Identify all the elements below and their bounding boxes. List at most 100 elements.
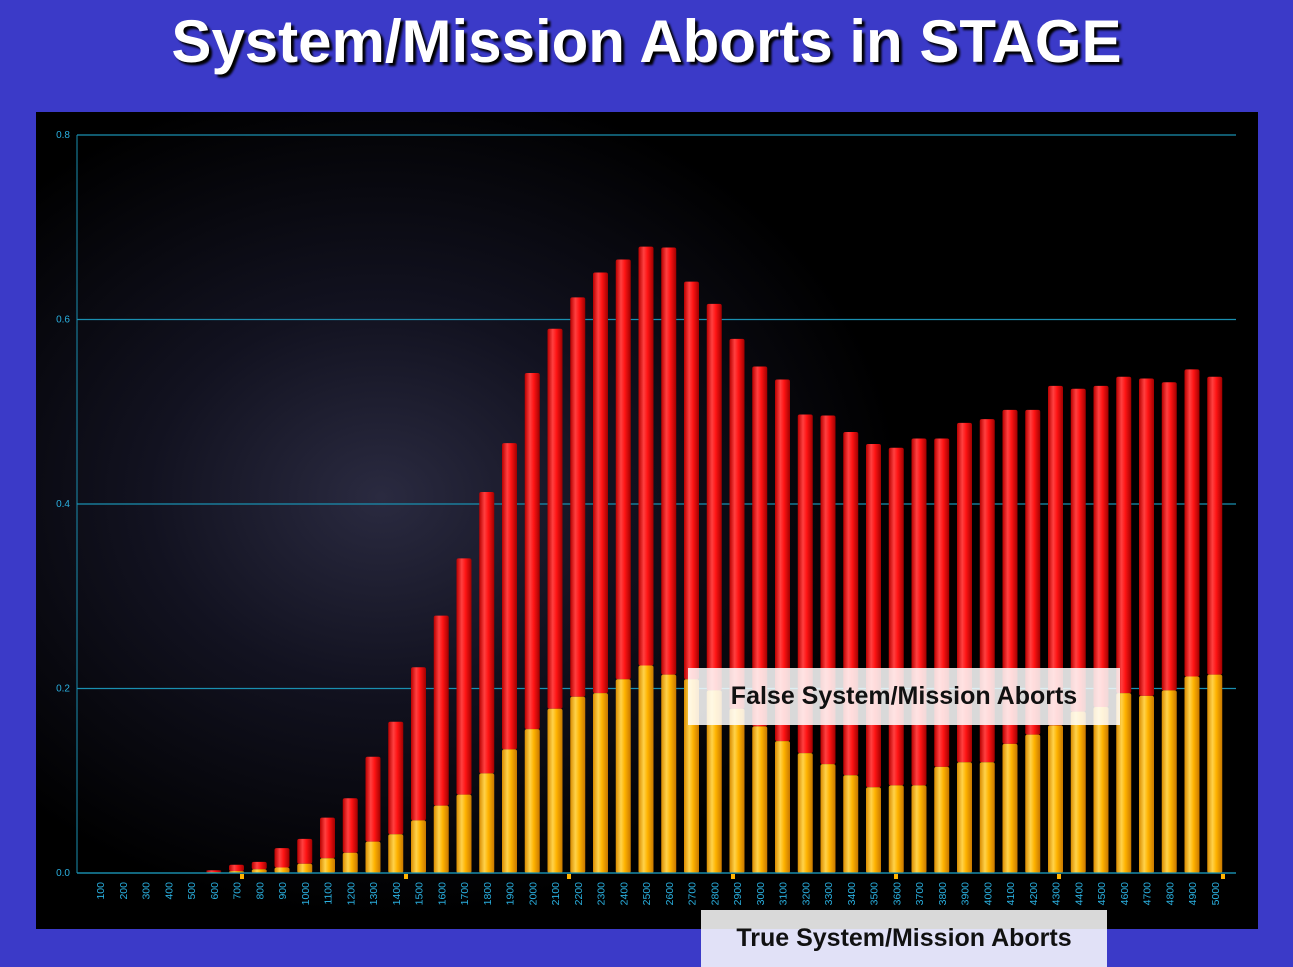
bar-false-aborts bbox=[433, 615, 449, 806]
bar-true-aborts bbox=[1093, 706, 1109, 873]
bar-true-aborts bbox=[797, 753, 813, 873]
false-aborts-label: False System/Mission Aborts bbox=[688, 668, 1120, 725]
bar-false-aborts bbox=[638, 246, 654, 666]
bar-false-aborts bbox=[706, 303, 722, 691]
bar-true-aborts bbox=[684, 679, 699, 873]
x-tick-label: 4600 bbox=[1119, 882, 1131, 906]
bar-false-aborts bbox=[775, 379, 790, 742]
axis-marker bbox=[1221, 874, 1225, 879]
x-tick-label: 1800 bbox=[482, 882, 494, 906]
x-tick-label: 3000 bbox=[755, 882, 767, 906]
x-tick-label: 4300 bbox=[1051, 882, 1063, 906]
bar-true-aborts bbox=[479, 773, 495, 873]
x-tick-label: 2500 bbox=[641, 882, 653, 906]
bar-true-aborts bbox=[911, 785, 927, 873]
x-tick-label: 4000 bbox=[982, 882, 994, 906]
x-tick-label: 500 bbox=[186, 882, 198, 900]
bar-true-aborts bbox=[706, 690, 722, 873]
y-tick-label: 0.8 bbox=[56, 130, 70, 141]
bar-true-aborts bbox=[593, 693, 608, 873]
bar-false-aborts bbox=[911, 438, 927, 786]
x-tick-label: 2700 bbox=[687, 882, 699, 906]
x-tick-label: 4100 bbox=[1005, 882, 1017, 906]
bar-true-aborts bbox=[1207, 674, 1223, 873]
bar-false-aborts bbox=[866, 444, 881, 788]
bar-true-aborts bbox=[365, 841, 381, 873]
x-tick-label: 2900 bbox=[732, 882, 744, 906]
bar-true-aborts bbox=[297, 863, 313, 873]
axis-marker bbox=[240, 874, 244, 879]
y-tick-label: 0.2 bbox=[56, 684, 70, 695]
x-tick-label: 3500 bbox=[869, 882, 881, 906]
axis-marker bbox=[894, 874, 898, 879]
bar-false-aborts bbox=[1070, 388, 1086, 712]
bar-false-aborts bbox=[320, 817, 335, 859]
bar-true-aborts bbox=[433, 805, 449, 873]
x-tick-label: 700 bbox=[232, 882, 244, 900]
bar-false-aborts bbox=[502, 443, 517, 750]
x-tick-label: 3900 bbox=[960, 882, 972, 906]
x-tick-label: 1900 bbox=[505, 882, 517, 906]
bar-false-aborts bbox=[615, 259, 631, 680]
bar-true-aborts bbox=[1048, 725, 1063, 873]
x-tick-label: 3300 bbox=[823, 882, 835, 906]
y-tick-label: 0.4 bbox=[56, 499, 70, 510]
bar-false-aborts bbox=[411, 667, 426, 821]
x-tick-label: 1200 bbox=[345, 882, 357, 906]
x-tick-label: 3100 bbox=[778, 882, 790, 906]
bar-false-aborts bbox=[229, 864, 244, 872]
bar-true-aborts bbox=[502, 749, 517, 873]
bar-false-aborts bbox=[365, 756, 381, 842]
bar-false-aborts bbox=[274, 848, 290, 868]
bar-true-aborts bbox=[957, 762, 972, 873]
axes: 0.0 0.2 0.4 0.6 0.8 100 200 300 400 500 600 700 800 9… bbox=[56, 130, 1236, 905]
bar-true-aborts bbox=[638, 665, 654, 873]
bar-true-aborts bbox=[547, 708, 563, 873]
bar-false-aborts bbox=[661, 247, 677, 675]
axis-marker bbox=[404, 874, 408, 879]
x-tick-label: 3800 bbox=[937, 882, 949, 906]
bar-false-aborts bbox=[593, 272, 608, 694]
bar-false-aborts bbox=[888, 447, 904, 786]
bar-true-aborts bbox=[843, 775, 859, 873]
x-tick-label: 2300 bbox=[596, 882, 608, 906]
x-tick-label: 1700 bbox=[459, 882, 471, 906]
x-tick-label: 2600 bbox=[664, 882, 676, 906]
x-tick-label: 900 bbox=[277, 882, 289, 900]
bar-false-aborts bbox=[1184, 369, 1200, 677]
bar-true-aborts bbox=[1025, 734, 1041, 873]
bar-true-aborts bbox=[342, 852, 358, 873]
bar-true-aborts bbox=[456, 794, 472, 873]
x-tick-label: 1500 bbox=[414, 882, 426, 906]
x-tick-label: 4900 bbox=[1187, 882, 1199, 906]
bar-false-aborts bbox=[570, 297, 586, 697]
x-tick-label: 3600 bbox=[891, 882, 903, 906]
axis-marker bbox=[1057, 874, 1061, 879]
x-tick-label: 1400 bbox=[391, 882, 403, 906]
chart-panel: 0.0 0.2 0.4 0.6 0.8 100 200 300 400 500 600 700 800 9… bbox=[36, 112, 1258, 967]
bar-false-aborts bbox=[388, 721, 404, 835]
y-tick-label: 0.6 bbox=[56, 315, 70, 326]
x-tick-label: 400 bbox=[163, 882, 175, 900]
x-tick-label: 2400 bbox=[618, 882, 630, 906]
x-tick-label: 1300 bbox=[368, 882, 380, 906]
bar-false-aborts bbox=[1161, 382, 1177, 691]
bar-true-aborts bbox=[752, 726, 768, 873]
x-tick-label: 200 bbox=[118, 882, 130, 900]
bar-false-aborts bbox=[456, 558, 472, 795]
bar-false-aborts bbox=[206, 870, 222, 873]
bar-true-aborts bbox=[251, 869, 267, 873]
bar-true-aborts bbox=[1070, 711, 1086, 873]
bar-false-aborts bbox=[342, 798, 358, 853]
x-tick-label: 4200 bbox=[1028, 882, 1040, 906]
true-aborts-label: True System/Mission Aborts bbox=[701, 910, 1107, 967]
bar-true-aborts bbox=[934, 766, 950, 873]
x-tick-label: 2800 bbox=[709, 882, 721, 906]
bar-true-aborts bbox=[661, 674, 677, 873]
x-tick-label: 4500 bbox=[1096, 882, 1108, 906]
x-tick-label: 2000 bbox=[527, 882, 539, 906]
bars bbox=[206, 246, 1223, 873]
bar-true-aborts bbox=[866, 787, 881, 873]
bar-false-aborts bbox=[479, 492, 495, 774]
x-tick-label: 300 bbox=[141, 882, 153, 900]
